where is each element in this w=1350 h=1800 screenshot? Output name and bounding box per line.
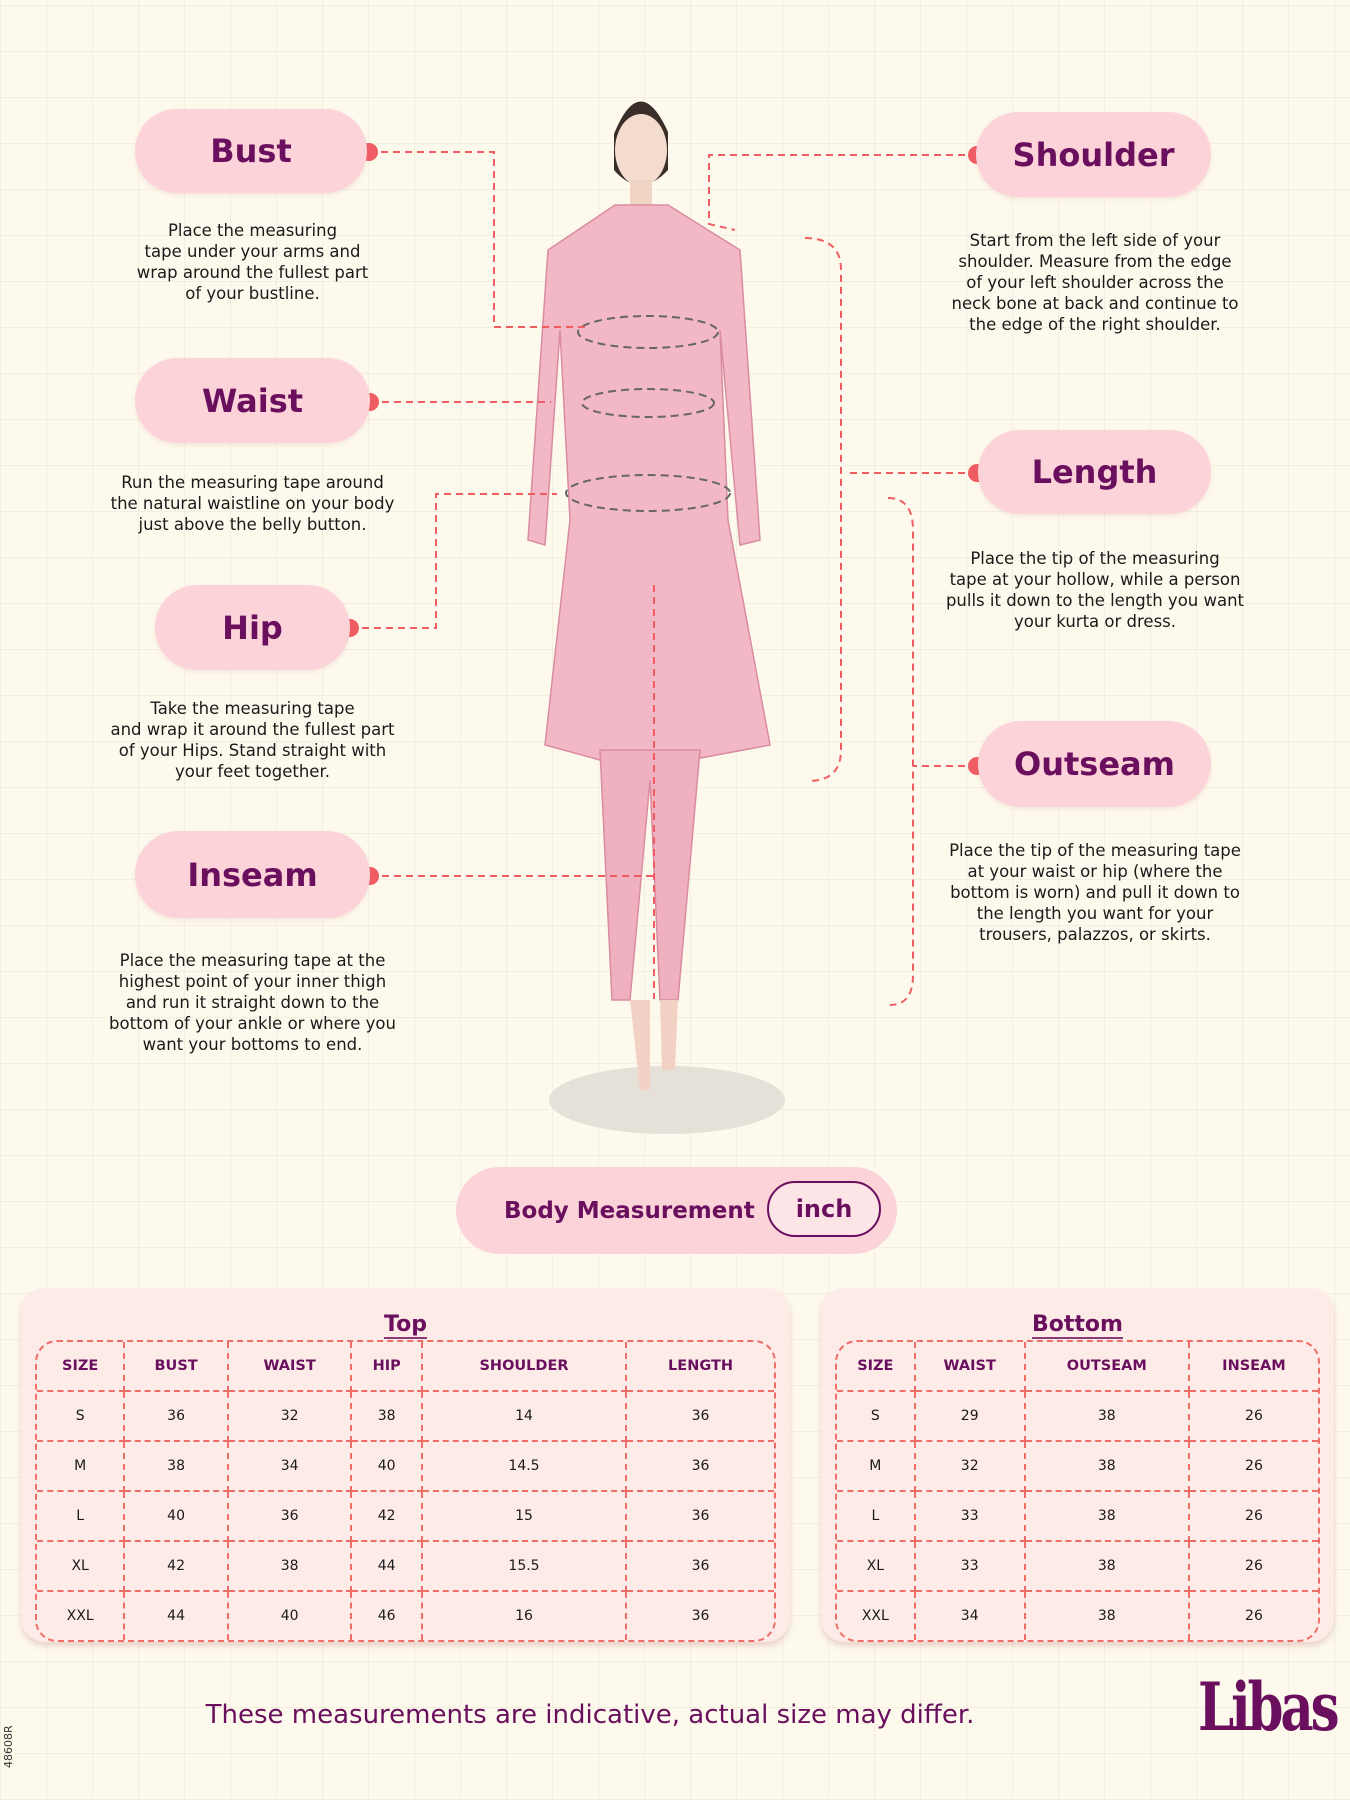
table-cell: 36: [627, 1492, 774, 1542]
bottom-size-table: SIZE WAIST OUTSEAM INSEAM S 29 38 26 M 32 38 26 L 33…: [835, 1340, 1320, 1642]
table-cell: 15.5: [422, 1542, 628, 1592]
table-cell: 40: [229, 1592, 353, 1640]
table-row: S 36 32 38 14 36: [37, 1392, 774, 1442]
column-header: OUTSEAM: [1025, 1342, 1190, 1392]
table-cell: 33: [915, 1542, 1026, 1592]
table-row: XL 42 38 44 15.5 36: [37, 1542, 774, 1592]
table-cell: 32: [228, 1392, 353, 1442]
column-header: SHOULDER: [422, 1342, 628, 1392]
table-cell: 38: [1025, 1442, 1190, 1492]
body-measurement-label: Body Measurement: [504, 1197, 755, 1224]
table-cell: 16: [423, 1592, 628, 1640]
inseam-description: Place the measuring tape at the highest …: [109, 951, 396, 1054]
shoulder-description: Start from the left side of your shoulde…: [951, 231, 1239, 334]
table-row: XXL 34 38 26: [837, 1592, 1318, 1640]
table-cell: XL: [837, 1542, 916, 1592]
table-cell: 33: [915, 1492, 1026, 1542]
table-cell: 32: [915, 1442, 1026, 1492]
bust-label: Bust: [135, 109, 367, 193]
table-cell: 46: [352, 1592, 423, 1640]
column-header: SIZE: [37, 1342, 126, 1392]
hip-description: Take the measuring tape and wrap it arou…: [110, 699, 395, 781]
top-size-card: Top SIZE BUST WAIST HIP SHOULDER LENGTH S 36 32…: [21, 1288, 790, 1642]
hip-label: Hip: [155, 585, 350, 670]
outseam-description: Place the tip of the measuring tape at y…: [949, 841, 1241, 944]
table-cell: 38: [1025, 1492, 1190, 1542]
bust-description: Place the measuring tape under your arms…: [136, 221, 369, 303]
length-label: Length: [978, 430, 1211, 514]
shoulder-label: Shoulder: [976, 112, 1211, 197]
column-header: SIZE: [837, 1342, 916, 1392]
table-cell: 38: [125, 1442, 229, 1492]
table-cell: 40: [352, 1442, 423, 1492]
table-cell: 14.5: [422, 1442, 628, 1492]
table-cell: 44: [352, 1542, 423, 1592]
table-cell: 36: [125, 1392, 229, 1442]
table-cell: L: [837, 1492, 916, 1542]
disclaimer-text: These measurements are indicative, actua…: [205, 1700, 975, 1730]
libas-logo: Libas: [1198, 1668, 1340, 1746]
table-row: M 38 34 40 14.5 36: [37, 1442, 774, 1492]
table-cell: 38: [352, 1392, 423, 1442]
column-header: LENGTH: [627, 1342, 774, 1392]
waist-label: Waist: [135, 358, 370, 443]
unit-toggle[interactable]: inch: [767, 1181, 881, 1237]
table-cell: 26: [1189, 1542, 1318, 1592]
table-cell: 36: [627, 1442, 774, 1492]
table-row: XL 33 38 26: [837, 1542, 1318, 1592]
table-cell: 14: [422, 1392, 628, 1442]
column-header: WAIST: [228, 1342, 353, 1392]
table-cell: 42: [125, 1542, 229, 1592]
table-cell: 34: [916, 1592, 1026, 1640]
table-cell: 40: [125, 1492, 229, 1542]
column-header: INSEAM: [1189, 1342, 1318, 1392]
table-cell: M: [837, 1442, 916, 1492]
table-cell: XXL: [37, 1592, 126, 1640]
connector-lines: [350, 151, 977, 1006]
table-cell: 38: [1025, 1542, 1190, 1592]
table-cell: XL: [37, 1542, 126, 1592]
table-cell: 36: [627, 1392, 774, 1442]
table-cell: 26: [1189, 1392, 1318, 1442]
table-row: M 32 38 26: [837, 1442, 1318, 1492]
table-row: L 33 38 26: [837, 1492, 1318, 1542]
table-row: L 40 36 42 15 36: [37, 1492, 774, 1542]
column-header: WAIST: [915, 1342, 1026, 1392]
table-cell: 38: [1025, 1392, 1190, 1442]
figure-illustration: [341, 101, 986, 1134]
table-cell: 36: [627, 1542, 774, 1592]
table-cell: 42: [352, 1492, 423, 1542]
table-cell: 36: [691, 1608, 710, 1624]
product-code: 48608R: [2, 1725, 15, 1768]
table-cell: S: [837, 1392, 916, 1442]
table-cell: 15: [422, 1492, 628, 1542]
table-cell: 38: [228, 1542, 353, 1592]
body-measurement-pill: Body Measurement inch: [456, 1167, 897, 1254]
bottom-size-card: Bottom SIZE WAIST OUTSEAM INSEAM S 29 38 26 M 32…: [821, 1288, 1334, 1642]
table-cell: XXL: [837, 1592, 916, 1640]
length-description: Place the tip of the measuring tape at y…: [945, 549, 1245, 631]
table-cell: L: [37, 1492, 126, 1542]
table-cell: 44: [125, 1592, 229, 1640]
column-header: BUST: [125, 1342, 229, 1392]
table-cell: 38: [1026, 1592, 1190, 1640]
inseam-label: Inseam: [135, 831, 370, 918]
top-size-table: SIZE BUST WAIST HIP SHOULDER LENGTH S 36 32 38 14…: [35, 1340, 776, 1642]
waist-description: Run the measuring tape around the natura…: [110, 473, 395, 534]
top-table-title: Top: [384, 1312, 427, 1339]
table-cell: 29: [915, 1392, 1026, 1442]
table-cell: 36: [228, 1492, 353, 1542]
table-cell: S: [37, 1392, 126, 1442]
outseam-label: Outseam: [978, 721, 1211, 807]
table-cell: 26: [1189, 1442, 1318, 1492]
table-cell: 26: [1245, 1608, 1263, 1624]
table-cell: 26: [1189, 1492, 1318, 1542]
column-header: HIP: [352, 1342, 423, 1392]
bottom-table-title: Bottom: [1032, 1312, 1123, 1339]
table-cell: M: [37, 1442, 126, 1492]
table-row: S 29 38 26: [837, 1392, 1318, 1442]
table-cell: 34: [228, 1442, 353, 1492]
table-row: XXL 44 40 46 16 36: [37, 1592, 774, 1640]
model-figure: [527, 101, 785, 1134]
